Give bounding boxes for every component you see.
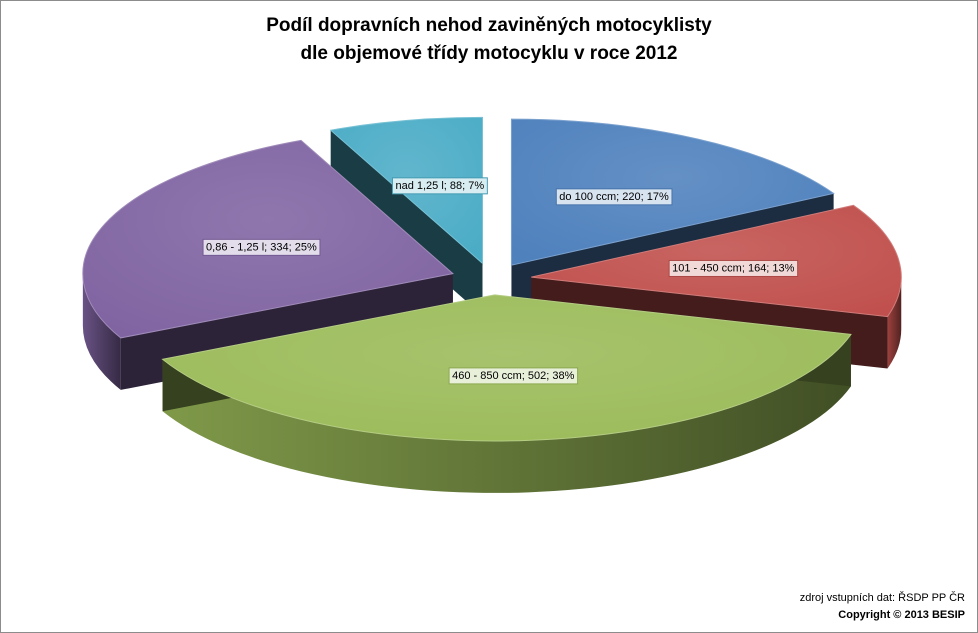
source-note: zdroj vstupních dat: ŘSDP PP ČR xyxy=(799,592,965,604)
slice-label-box-5 xyxy=(391,177,488,195)
slice-label-text-5: nad 1,25 l; 88; 7% xyxy=(395,180,484,192)
slice-label-box-2 xyxy=(668,259,799,277)
pie-slice-side-4 xyxy=(82,273,121,390)
slice-label-2: 101 - 450 ccm; 164; 13% xyxy=(668,259,799,277)
slice-label-box-1 xyxy=(555,188,673,206)
slice-label-1: do 100 ccm; 220; 17% xyxy=(555,188,673,206)
slice-label-4: 0,86 - 1,25 l; 334; 25% xyxy=(202,238,321,256)
chart-footer: zdroj vstupních dat: ŘSDP PP ČR Copyrigh… xyxy=(800,590,965,624)
pie-slice-side-2 xyxy=(887,277,902,369)
slice-label-box-4 xyxy=(202,238,321,256)
slice-label-3: 460 - 850 ccm; 502; 38% xyxy=(448,367,579,385)
slice-label-box-3 xyxy=(448,367,579,385)
copyright-note: Copyright © 2013 BESIP xyxy=(838,609,965,621)
chart-title: Podíl dopravních nehod zaviněných motocy… xyxy=(1,12,977,68)
chart-title-line-2: dle objemové třídy motocyklu v roce 2012 xyxy=(300,43,678,64)
slice-label-text-2: 101 - 450 ccm; 164; 13% xyxy=(672,262,795,274)
slice-label-text-1: do 100 ccm; 220; 17% xyxy=(559,191,669,203)
chart-title-line-1: Podíl dopravních nehod zaviněných motocy… xyxy=(266,15,712,36)
slice-label-text-3: 460 - 850 ccm; 502; 38% xyxy=(452,370,575,382)
slice-label-text-4: 0,86 - 1,25 l; 334; 25% xyxy=(206,241,317,253)
pie-slice-side-3 xyxy=(162,334,851,493)
pie-slice-top-1 xyxy=(510,118,835,266)
slice-label-5: nad 1,25 l; 88; 7% xyxy=(391,177,488,195)
